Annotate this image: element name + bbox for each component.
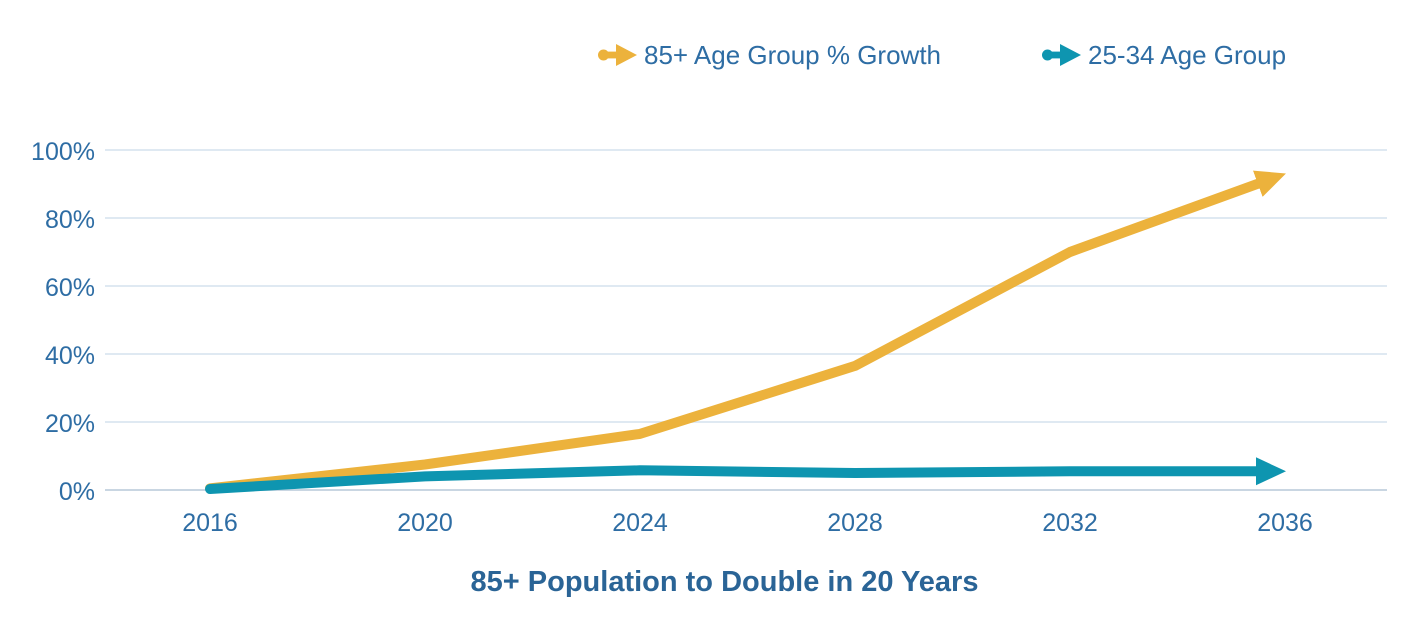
series-line-25-34 (205, 457, 1286, 494)
x-tick-label: 2028 (827, 509, 883, 537)
y-tick-label: 40% (45, 342, 95, 370)
y-tick-label: 100% (31, 138, 95, 166)
x-tick-label: 2036 (1257, 509, 1313, 537)
arrow-right-icon (598, 44, 637, 66)
legend-label-85plus: 85+ Age Group % Growth (644, 39, 942, 70)
legend-label-25-34: 25-34 Age Group (1088, 39, 1287, 70)
x-tick-label: 2024 (612, 509, 668, 537)
y-tick-label: 80% (45, 206, 95, 234)
legend-item-85plus[interactable]: 85+ Age Group % Growth (598, 38, 941, 72)
series-line-85plus (205, 170, 1286, 494)
y-tick-label: 20% (45, 410, 95, 438)
x-tick-label: 2020 (397, 509, 453, 537)
arrow-right-icon (1042, 44, 1081, 66)
y-tick-label: 60% (45, 274, 95, 302)
x-tick-label: 2032 (1042, 509, 1098, 537)
x-tick-label: 2016 (182, 509, 238, 537)
legend-item-25-34[interactable]: 25-34 Age Group (1042, 38, 1286, 72)
chart-title: 85+ Population to Double in 20 Years (470, 566, 979, 598)
y-tick-label: 0% (59, 478, 95, 506)
